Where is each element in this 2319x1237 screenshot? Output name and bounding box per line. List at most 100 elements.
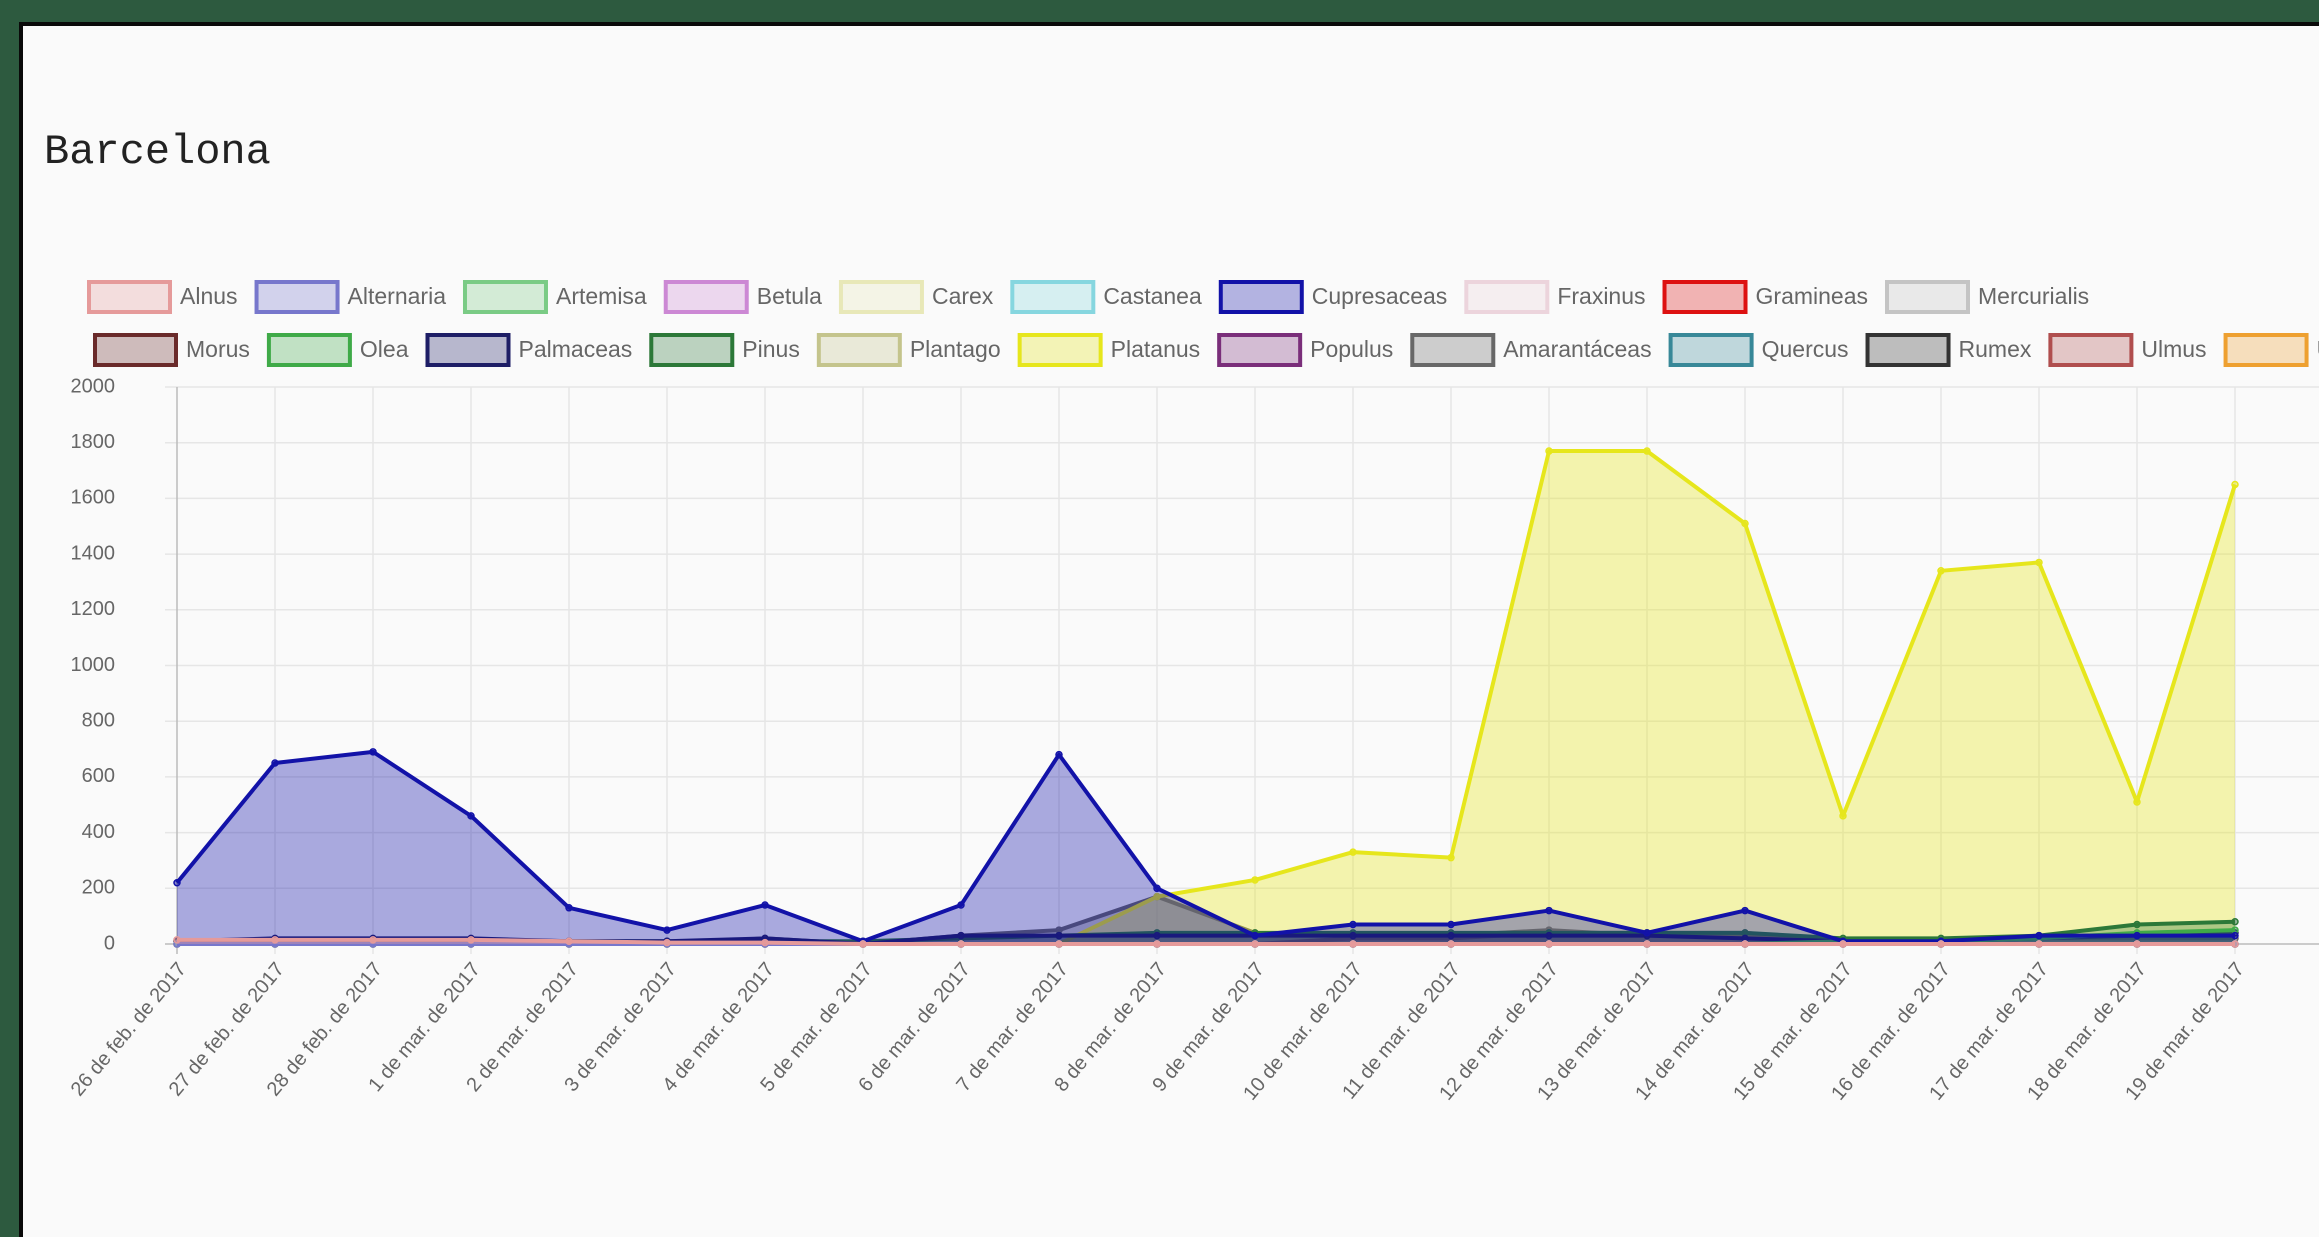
point	[1742, 520, 1748, 526]
legend-item: Alnus	[89, 282, 238, 312]
point	[1252, 941, 1258, 947]
legend-swatch	[95, 335, 176, 365]
legend-swatch	[1012, 282, 1093, 312]
point	[272, 760, 278, 766]
y-tick-label: 800	[82, 709, 115, 731]
legend-label: Alternaria	[348, 283, 447, 309]
legend-item: Castanea	[1012, 282, 1202, 312]
point	[1350, 849, 1356, 855]
legend-swatch	[1020, 335, 1101, 365]
legend-swatch	[1412, 335, 1493, 365]
legend-swatch	[428, 335, 509, 365]
point	[1546, 941, 1552, 947]
point	[1252, 877, 1258, 883]
point	[2036, 559, 2042, 565]
page: {"chart_data": {"type": "line", "fill": …	[0, 0, 2319, 1237]
point	[664, 940, 670, 946]
point	[1644, 941, 1650, 947]
legend-item: Carex	[841, 282, 994, 312]
point	[2232, 481, 2238, 487]
legend-swatch	[1665, 282, 1746, 312]
point	[1546, 908, 1552, 914]
legend-item: Gramineas	[1665, 282, 1868, 312]
y-tick-label: 1200	[71, 598, 116, 620]
legend-item: Plantago	[819, 335, 1001, 365]
legend-item: Amarantáceas	[1412, 335, 1651, 365]
y-tick-label: 1000	[71, 654, 116, 676]
point	[958, 941, 964, 947]
legend-item: Artemisa	[465, 282, 647, 312]
point	[468, 937, 474, 943]
legend-label: Alnus	[180, 283, 238, 309]
point	[1448, 941, 1454, 947]
y-tick-label: 2000	[71, 375, 116, 397]
point	[1742, 908, 1748, 914]
legend-swatch	[1466, 282, 1547, 312]
legend-swatch	[666, 282, 747, 312]
legend-swatch	[465, 282, 546, 312]
legend-label: Palmaceas	[519, 336, 633, 362]
point	[2134, 941, 2140, 947]
point	[370, 749, 376, 755]
point	[2036, 933, 2042, 939]
point	[2232, 933, 2238, 939]
point	[1840, 813, 1846, 819]
chart-title: Barcelona	[44, 128, 271, 176]
point	[2134, 922, 2140, 928]
y-tick-label: 600	[82, 765, 115, 787]
legend-item: Platanus	[1020, 335, 1201, 365]
point	[2232, 919, 2238, 925]
point	[1644, 448, 1650, 454]
legend-swatch	[2226, 335, 2307, 365]
legend-label: Castanea	[1103, 283, 1202, 309]
point	[1350, 941, 1356, 947]
legend-label: Mercurialis	[1978, 283, 2089, 309]
point	[1644, 930, 1650, 936]
point	[566, 905, 572, 911]
y-tick-label: 200	[82, 877, 115, 899]
legend-item: Rumex	[1868, 335, 2032, 365]
legend-swatch	[1671, 335, 1752, 365]
point	[1938, 568, 1944, 574]
legend-item: Betula	[666, 282, 822, 312]
point	[1350, 922, 1356, 928]
legend-label: Amarantáceas	[1503, 336, 1651, 362]
point	[2134, 799, 2140, 805]
point	[370, 937, 376, 943]
legend-label: Cupresaceas	[1312, 283, 1448, 309]
legend-label: Quercus	[1762, 336, 1849, 362]
legend-swatch	[1219, 335, 1300, 365]
legend-label: Morus	[186, 336, 250, 362]
point	[664, 927, 670, 933]
legend-swatch	[841, 282, 922, 312]
screen: Barcelona 020040060080010001200140016001…	[0, 0, 2319, 1237]
point	[1840, 941, 1846, 947]
y-tick-label: 1800	[71, 431, 116, 453]
legend-item: Pinus	[651, 335, 800, 365]
legend-label: Populus	[1310, 336, 1393, 362]
legend-swatch	[89, 282, 170, 312]
legend-swatch	[1887, 282, 1968, 312]
legend-label: Artemisa	[556, 283, 647, 309]
legend-item: Olea	[269, 335, 409, 365]
point	[2036, 941, 2042, 947]
legend-label: Ulmus	[2141, 336, 2206, 362]
point	[566, 938, 572, 944]
point	[1448, 922, 1454, 928]
point	[2232, 941, 2238, 947]
point	[174, 880, 180, 886]
point	[1154, 885, 1160, 891]
legend-item: Cupresaceas	[1221, 282, 1448, 312]
point	[1448, 855, 1454, 861]
point	[1742, 941, 1748, 947]
point	[1938, 941, 1944, 947]
legend-label: Pinus	[742, 336, 800, 362]
legend-label: Plantago	[910, 336, 1001, 362]
legend-item: Urticaceas	[2226, 335, 2319, 365]
point	[958, 902, 964, 908]
legend-item: Mercurialis	[1887, 282, 2089, 312]
point	[174, 937, 180, 943]
point	[1154, 941, 1160, 947]
point	[272, 937, 278, 943]
legend-label: Rumex	[1959, 336, 2032, 362]
